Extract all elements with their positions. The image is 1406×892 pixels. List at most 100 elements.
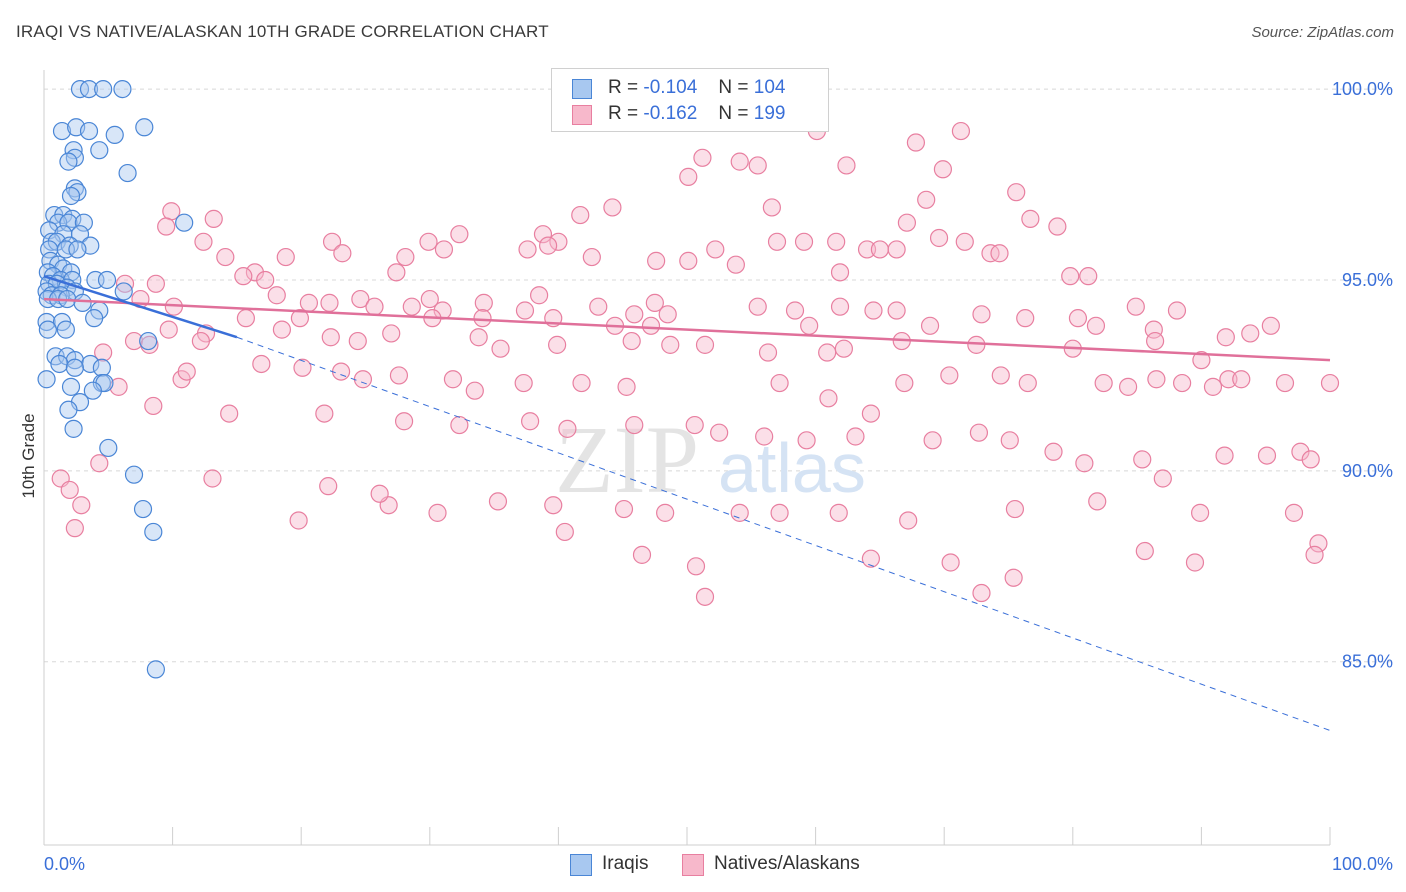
data-point-natives — [679, 251, 698, 270]
data-point-natives — [1232, 370, 1251, 389]
x-tick-label-start: 0.0% — [44, 854, 85, 874]
series-natives-points — [51, 121, 1340, 606]
legend-swatch-natives — [682, 854, 704, 876]
data-point-natives — [887, 301, 906, 320]
data-point-natives — [276, 247, 295, 267]
data-point-natives — [544, 496, 563, 515]
data-point-natives — [706, 240, 725, 259]
legend-r-label: R = — [608, 103, 639, 124]
data-point-natives — [834, 339, 853, 358]
data-point-iraqis — [70, 225, 90, 244]
data-point-iraqis — [105, 125, 124, 145]
data-point-natives — [837, 156, 856, 175]
data-point-natives — [645, 293, 664, 312]
data-point-natives — [972, 583, 991, 603]
data-point-natives — [1086, 316, 1106, 335]
data-point-natives — [1309, 534, 1328, 553]
data-point-natives — [1219, 370, 1238, 389]
x-tick-label-end: 100.0% — [1332, 854, 1393, 874]
data-point-natives — [530, 286, 549, 305]
data-point-iraqis — [61, 263, 81, 282]
y-tick-label: 100.0% — [1332, 79, 1393, 99]
data-point-natives — [333, 244, 352, 263]
data-point-natives — [1185, 553, 1205, 572]
data-point-natives — [1094, 373, 1113, 393]
data-point-natives — [1215, 446, 1234, 465]
data-point-iraqis — [74, 213, 93, 232]
data-point-natives — [846, 427, 865, 446]
legend-r-value: -0.162 — [643, 103, 698, 124]
data-point-natives — [830, 263, 850, 282]
data-point-natives — [758, 343, 778, 362]
data-point-natives — [617, 377, 636, 396]
data-point-natives — [434, 240, 454, 259]
data-point-natives — [1068, 309, 1088, 328]
tick-labels: 85.0% 90.0% 95.0% 100.0% — [1332, 79, 1393, 672]
data-point-natives — [443, 370, 463, 389]
data-point-natives — [1088, 492, 1107, 511]
data-point-natives — [730, 503, 749, 522]
data-point-natives — [661, 335, 680, 354]
legend-n-label: N = — [718, 103, 749, 124]
data-point-iraqis — [144, 522, 163, 542]
data-point-natives — [797, 431, 816, 450]
y-tick-label: 95.0% — [1342, 270, 1393, 290]
data-point-natives — [1048, 217, 1067, 236]
data-point-natives — [1147, 370, 1166, 389]
data-point-iraqis — [90, 141, 109, 160]
data-point-natives — [819, 389, 838, 408]
data-point-natives — [419, 232, 438, 251]
data-point-natives — [818, 343, 837, 362]
data-point-natives — [256, 270, 275, 290]
data-point-natives — [365, 297, 384, 316]
data-point-natives — [1305, 545, 1324, 564]
data-point-natives — [450, 225, 469, 244]
data-point-iraqis — [61, 377, 81, 396]
data-point-iraqis — [118, 163, 137, 183]
legend-swatch-iraqis — [572, 79, 592, 99]
data-point-natives — [1203, 377, 1223, 396]
data-point-natives — [272, 320, 292, 339]
data-point-natives — [625, 305, 644, 324]
data-point-natives — [895, 373, 914, 393]
grid-lines — [44, 88, 1393, 663]
data-point-iraqis — [146, 660, 165, 679]
data-point-natives — [290, 309, 310, 328]
data-point-iraqis — [139, 331, 158, 351]
data-point-natives — [216, 247, 235, 267]
data-point-natives — [1167, 301, 1187, 320]
data-point-natives — [146, 274, 165, 293]
data-point-natives — [293, 358, 312, 377]
data-point-natives — [829, 503, 848, 522]
data-point-natives — [203, 469, 222, 488]
data-point-natives — [641, 316, 661, 335]
data-point-natives — [555, 522, 574, 542]
data-point-natives — [622, 331, 641, 351]
data-point-natives — [521, 412, 540, 431]
data-point-natives — [800, 316, 819, 335]
data-point-natives — [191, 331, 210, 351]
data-point-natives — [387, 263, 406, 282]
data-point-natives — [647, 251, 666, 270]
data-point-natives — [204, 209, 223, 228]
data-point-iraqis — [61, 186, 81, 206]
data-point-natives — [289, 511, 308, 530]
data-point-natives — [60, 480, 79, 500]
data-point-natives — [319, 477, 338, 496]
data-point-natives — [1000, 431, 1019, 450]
data-point-natives — [370, 484, 389, 503]
series-iraqis-points — [37, 79, 194, 679]
legend-n-value: 104 — [753, 77, 786, 98]
data-point-iraqis — [114, 282, 133, 301]
data-point-natives — [353, 370, 373, 389]
data-point-natives — [1061, 267, 1080, 286]
data-point-natives — [827, 232, 846, 251]
data-point-iraqis — [85, 309, 104, 328]
data-point-natives — [679, 167, 698, 186]
data-point-natives — [90, 454, 109, 473]
data-point-iraqis — [79, 121, 99, 141]
data-point-iraqis — [97, 270, 117, 290]
data-point-natives — [1320, 373, 1340, 393]
data-point-natives — [382, 324, 401, 343]
